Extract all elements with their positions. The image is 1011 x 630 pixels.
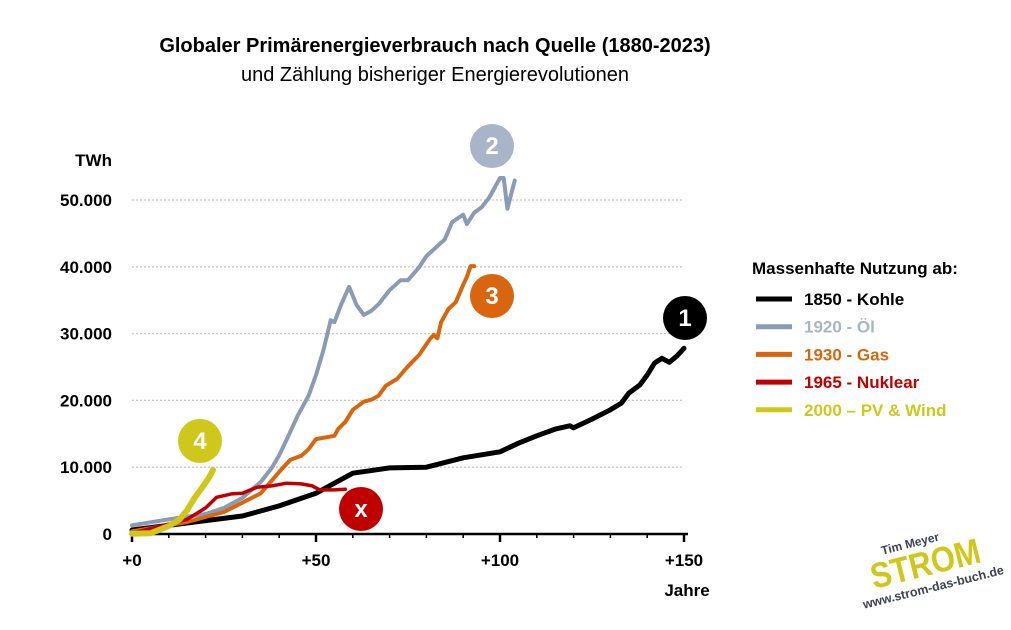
- badge-label: x: [354, 496, 368, 523]
- legend-label: 2000 – PV & Wind: [804, 401, 947, 420]
- badge-circle: [178, 419, 222, 463]
- x-tick-label: +0: [122, 551, 141, 570]
- legend-label: 1930 - Gas: [804, 345, 889, 364]
- legend-label: 1850 - Kohle: [804, 290, 904, 309]
- y-tick-label: 10.000: [60, 458, 112, 477]
- badge-circle: [470, 124, 514, 168]
- series-line-2: [130, 176, 517, 528]
- logo: Tim Meyer STROM www.strom-das-buch.de: [860, 530, 1005, 612]
- badge-label: 4: [193, 428, 207, 455]
- badge-label: 3: [485, 283, 498, 310]
- series-line-5: [129, 466, 216, 537]
- badge-circle: [663, 296, 707, 340]
- y-tick-label: 40.000: [60, 258, 112, 277]
- y-tick-label: 50.000: [60, 191, 112, 210]
- series-line-4: [130, 481, 348, 536]
- chart-subtitle: und Zählung bisheriger Energierevolution…: [241, 64, 629, 86]
- legend-title: Massenhafte Nutzung ab:: [752, 259, 958, 278]
- x-tick-label: +50: [302, 551, 331, 570]
- badge-circle: [339, 487, 383, 531]
- series-line-3: [130, 264, 477, 534]
- badge-label: 2: [485, 133, 498, 160]
- y-axis-label: TWh: [75, 151, 112, 170]
- y-tick-label: 30.000: [60, 325, 112, 344]
- x-axis-label: Jahre: [664, 581, 709, 600]
- x-tick-label: +150: [665, 551, 703, 570]
- y-tick-label: 0: [103, 525, 112, 544]
- badge-label: 1: [678, 305, 691, 332]
- x-tick-label: +100: [481, 551, 519, 570]
- badge-circle: [470, 274, 514, 318]
- legend-label: 1965 - Nuklear: [804, 373, 920, 392]
- y-tick-label: 20.000: [60, 391, 112, 410]
- legend-label: 1920 - Öl: [804, 318, 875, 337]
- chart-title: Globaler Primärenergieverbrauch nach Que…: [159, 35, 710, 57]
